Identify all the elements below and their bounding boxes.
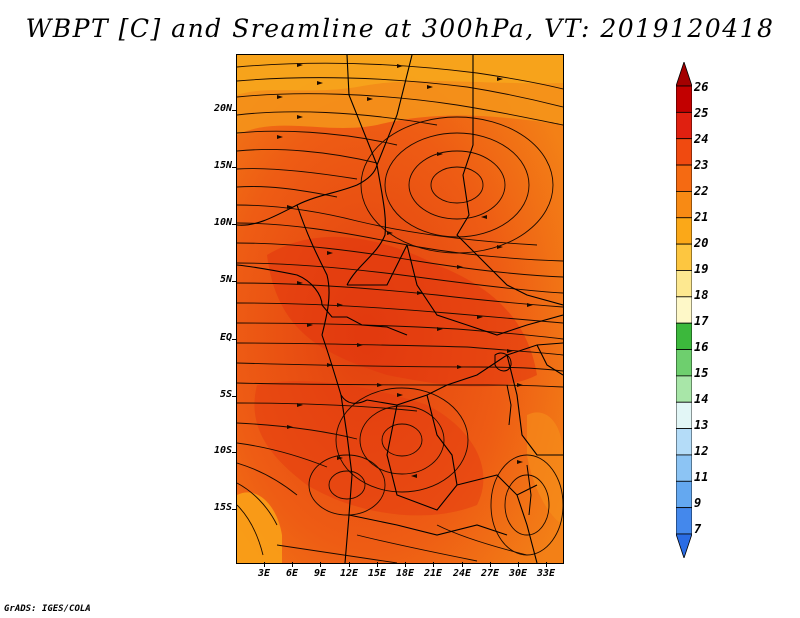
lon-tick bbox=[490, 562, 491, 567]
lon-tick bbox=[405, 562, 406, 567]
colorbar-swatch bbox=[676, 428, 692, 456]
colorbar-label: 15 bbox=[694, 366, 709, 380]
lon-tick bbox=[546, 562, 547, 567]
map-panel[interactable] bbox=[236, 54, 564, 564]
colorbar-label: 14 bbox=[694, 392, 709, 406]
lon-label: 33E bbox=[536, 568, 556, 579]
colorbar-label: 20 bbox=[694, 236, 709, 250]
lon-label: 21E bbox=[423, 568, 443, 579]
lon-tick bbox=[320, 562, 321, 567]
lat-label: 15N bbox=[213, 160, 232, 171]
lat-label: 5S bbox=[219, 389, 232, 400]
wbpt-region-se bbox=[527, 412, 563, 525]
lon-tick bbox=[518, 562, 519, 567]
lat-tick bbox=[232, 452, 237, 453]
colorbar-label: 22 bbox=[694, 184, 709, 198]
colorbar-label: 19 bbox=[694, 262, 709, 276]
chart-title: WBPT [C] and Sreamline at 300hPa, VT: 20… bbox=[25, 14, 775, 43]
colorbar-label: 11 bbox=[694, 470, 709, 484]
colorbar-label: 7 bbox=[694, 522, 702, 536]
colorbar-swatch bbox=[676, 322, 692, 350]
colorbar-swatch bbox=[676, 296, 692, 324]
colorbar-swatch bbox=[676, 533, 692, 558]
lakes bbox=[494, 352, 532, 516]
colorbar-label: 17 bbox=[694, 314, 709, 328]
lon-tick bbox=[462, 562, 463, 567]
lon-label: 6E bbox=[285, 568, 299, 579]
lat-label: 15S bbox=[213, 502, 232, 513]
lat-tick bbox=[232, 224, 237, 225]
grads-credit: GrADS: IGES/COLA bbox=[4, 604, 91, 614]
lon-label: 30E bbox=[508, 568, 528, 579]
country-borders bbox=[237, 55, 563, 563]
colorbar-swatch bbox=[676, 243, 692, 271]
streamline-arrows bbox=[277, 63, 533, 478]
colorbar-swatch bbox=[676, 454, 692, 482]
colorbar-label: 12 bbox=[694, 444, 709, 458]
lon-label: 27E bbox=[480, 568, 500, 579]
colorbar-swatch bbox=[676, 85, 692, 113]
wbpt-region-central bbox=[267, 236, 537, 387]
colorbar-label: 16 bbox=[694, 340, 709, 354]
streamlines bbox=[237, 62, 563, 563]
lon-label: 15E bbox=[367, 568, 387, 579]
lon-label: 12E bbox=[339, 568, 359, 579]
colorbar-swatch bbox=[676, 480, 692, 509]
colorbar-swatch bbox=[676, 138, 692, 166]
colorbar-label: 9 bbox=[694, 496, 702, 510]
colorbar-label: 25 bbox=[694, 106, 709, 120]
lat-label: 10S bbox=[213, 445, 232, 456]
lat-tick bbox=[232, 339, 237, 340]
lat-tick bbox=[232, 167, 237, 168]
colorbar-label: 26 bbox=[694, 80, 709, 94]
lon-tick bbox=[433, 562, 434, 567]
lon-tick bbox=[377, 562, 378, 567]
lat-tick bbox=[232, 396, 237, 397]
colorbar-label: 24 bbox=[694, 132, 709, 146]
lon-label: 24E bbox=[452, 568, 472, 579]
colorbar-swatch bbox=[676, 62, 692, 87]
colorbar-label: 13 bbox=[694, 418, 709, 432]
lat-label: EQ bbox=[219, 332, 232, 343]
colorbar-swatch bbox=[676, 217, 692, 245]
colorbar-swatch bbox=[676, 349, 692, 377]
lon-label: 9E bbox=[313, 568, 327, 579]
lat-label: 20N bbox=[213, 103, 232, 114]
colorbar-swatch bbox=[676, 270, 692, 298]
colorbar-swatch bbox=[676, 375, 692, 403]
lat-label: 5N bbox=[219, 274, 232, 285]
lat-tick bbox=[232, 509, 237, 510]
lat-label: 10N bbox=[213, 217, 232, 228]
colorbar bbox=[676, 62, 692, 558]
wbpt-region-north-2 bbox=[237, 55, 563, 95]
wbpt-region-south bbox=[254, 381, 484, 516]
colorbar-swatch bbox=[676, 401, 692, 429]
lon-tick bbox=[349, 562, 350, 567]
colorbar-swatch bbox=[676, 164, 692, 192]
lon-tick bbox=[292, 562, 293, 567]
lat-tick bbox=[232, 110, 237, 111]
colorbar-swatch bbox=[676, 191, 692, 219]
colorbar-label: 21 bbox=[694, 210, 709, 224]
lat-tick bbox=[232, 281, 237, 282]
colorbar-label: 23 bbox=[694, 158, 709, 172]
lon-tick bbox=[264, 562, 265, 567]
lon-label: 18E bbox=[395, 568, 415, 579]
map-canvas bbox=[237, 55, 563, 563]
wbpt-region-sw bbox=[237, 492, 282, 563]
colorbar-label: 18 bbox=[694, 288, 709, 302]
colorbar-swatch bbox=[676, 111, 692, 140]
colorbar-swatch bbox=[676, 507, 692, 535]
lon-label: 3E bbox=[257, 568, 271, 579]
